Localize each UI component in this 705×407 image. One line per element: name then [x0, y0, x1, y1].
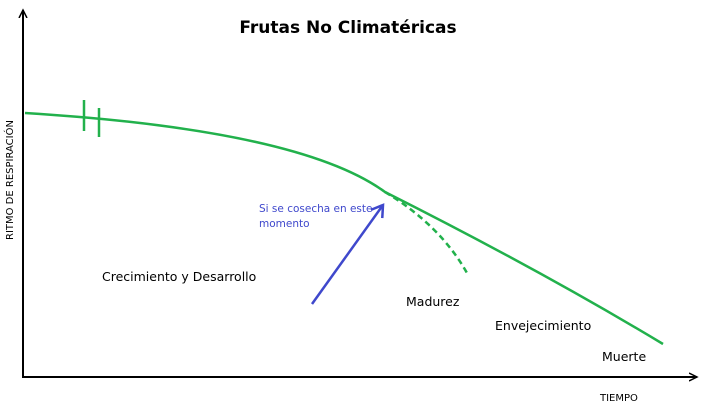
- phase-label-aging: Envejecimiento: [495, 318, 591, 333]
- dashed-branch-curve: [384, 190, 469, 274]
- annotation-line-2: momento: [259, 218, 310, 230]
- y-axis-label: RITMO DE RESPIRACIÓN: [3, 120, 16, 240]
- respiration-curve: [24, 111, 664, 346]
- harvest-arrow: [310, 205, 383, 305]
- annotation-line-1: Si se cosecha en este: [259, 203, 372, 215]
- phase-label-death: Muerte: [602, 349, 646, 364]
- phase-label-maturity: Madurez: [406, 294, 460, 309]
- x-axis-label: TIEMPO: [599, 393, 638, 404]
- diagram-title: Frutas No Climatéricas: [239, 18, 456, 38]
- phase-label-growth: Crecimiento y Desarrollo: [102, 269, 256, 284]
